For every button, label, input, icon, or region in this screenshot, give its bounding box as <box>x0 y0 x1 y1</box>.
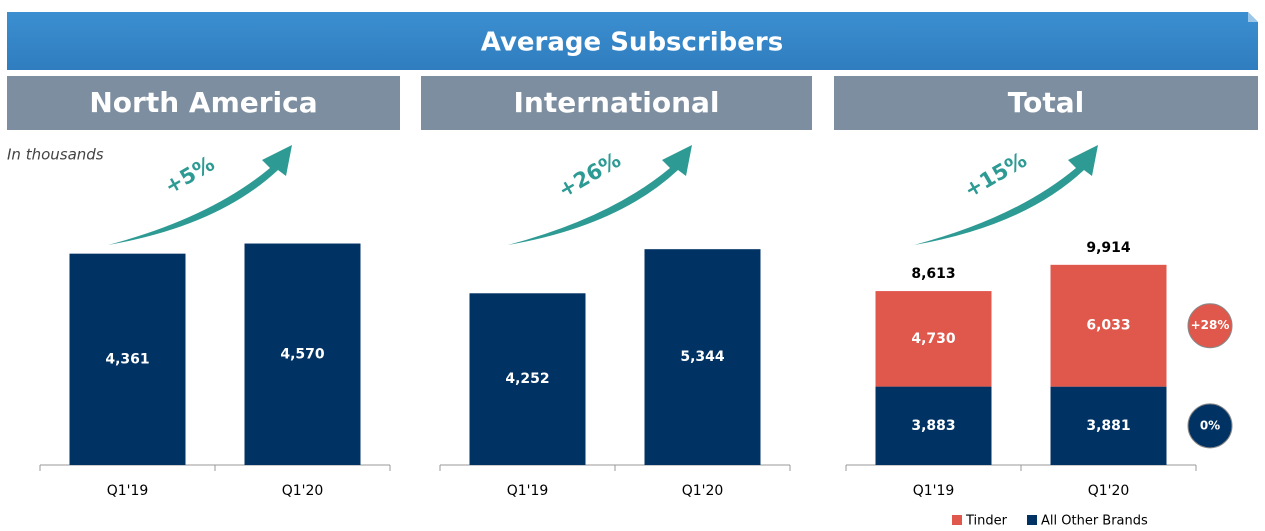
legend-swatch <box>1027 515 1037 525</box>
value-label: 4,730 <box>911 331 956 347</box>
chart-title: Total <box>1008 86 1085 119</box>
bar <box>69 253 186 465</box>
x-tick-label: Q1'20 <box>1088 483 1130 499</box>
x-tick-label: Q1'20 <box>282 483 324 499</box>
x-tick-label: Q1'19 <box>913 483 955 499</box>
bar <box>469 293 586 465</box>
change-badge <box>1187 303 1233 349</box>
total-label: 8,613 <box>911 266 955 282</box>
bar-segment <box>1050 264 1167 387</box>
legend-label: Tinder <box>965 514 1008 529</box>
banner <box>7 12 1258 70</box>
total-label: 9,914 <box>1086 240 1131 256</box>
value-label: 4,252 <box>505 371 549 387</box>
value-label: 6,033 <box>1086 318 1130 334</box>
value-label: 5,344 <box>680 349 725 365</box>
growth-label: +5% <box>160 151 218 198</box>
x-tick-label: Q1'19 <box>107 483 149 499</box>
value-label: 4,361 <box>105 351 149 367</box>
value-label: 3,881 <box>1086 418 1130 434</box>
growth-arrow <box>508 145 692 245</box>
panel-header <box>421 76 812 130</box>
change-label: +28% <box>1191 318 1230 332</box>
growth-arrow <box>108 145 292 245</box>
panel-header <box>7 76 400 130</box>
x-tick-label: Q1'19 <box>507 483 549 499</box>
legend-label: All Other Brands <box>1041 514 1148 529</box>
chart-title: International <box>513 86 719 119</box>
legend-swatch <box>952 515 962 525</box>
x-tick-label: Q1'20 <box>682 483 724 499</box>
value-label: 4,570 <box>280 346 325 362</box>
bar-segment <box>1050 386 1167 465</box>
growth-label: +15% <box>960 148 1031 203</box>
change-label: 0% <box>1200 418 1220 432</box>
bar-segment <box>875 291 992 387</box>
bar <box>644 249 761 465</box>
panel-header <box>834 76 1258 130</box>
value-label: 3,883 <box>911 418 955 434</box>
page-title: Average Subscribers <box>481 28 783 58</box>
subtitle: In thousands <box>7 146 104 164</box>
bar-segment <box>875 386 992 465</box>
growth-arrow <box>914 145 1098 245</box>
banner-fold <box>1248 12 1258 22</box>
chart-title: North America <box>89 86 317 119</box>
change-badge <box>1187 403 1233 449</box>
bar <box>244 243 361 465</box>
growth-label: +26% <box>554 148 625 203</box>
